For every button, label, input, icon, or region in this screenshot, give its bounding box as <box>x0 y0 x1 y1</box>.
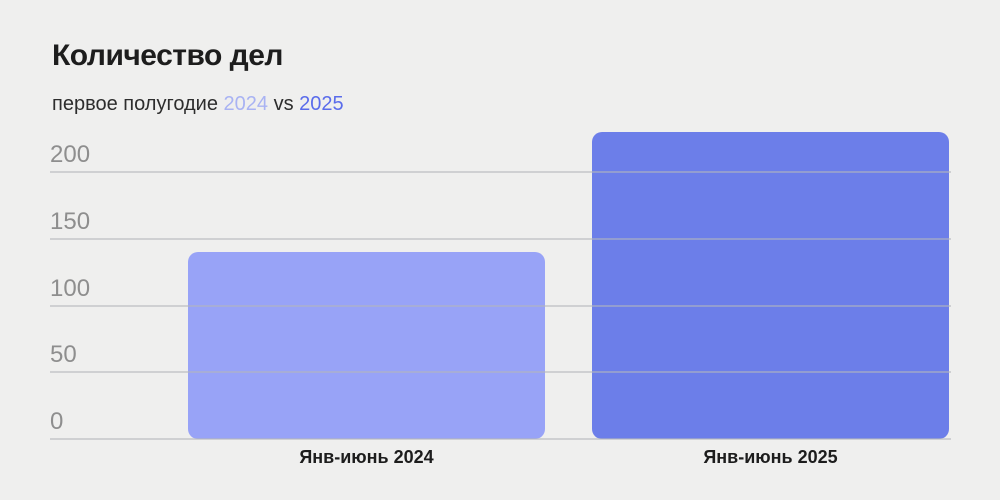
subtitle-year-2024: 2024 <box>223 93 269 115</box>
gridline-100 <box>50 305 951 307</box>
x-tick-label-2025: Янв-июнь 2025 <box>703 447 838 467</box>
gridline-0 <box>50 438 951 440</box>
subtitle-year-2025: 2025 <box>299 93 344 115</box>
subtitle-prefix: первое полугодие <box>52 93 218 115</box>
y-tick-label-0: 0 <box>50 408 64 435</box>
y-tick-label-150: 150 <box>50 208 91 235</box>
chart-subtitle: первое полугодие 2024 vs 2025 <box>52 91 344 117</box>
x-tick-label-2024: Янв-июнь 2024 <box>299 447 434 467</box>
chart-title: Количество дел <box>52 39 283 72</box>
y-tick-label-100: 100 <box>50 275 91 302</box>
subtitle-vs: vs <box>273 93 294 115</box>
y-tick-label-50: 50 <box>50 341 77 368</box>
gridline-50 <box>50 371 951 373</box>
y-tick-label-200: 200 <box>50 141 91 168</box>
gridline-150 <box>50 238 951 240</box>
bar-янв-июнь-2025 <box>592 132 949 439</box>
bar-янв-июнь-2024 <box>188 252 545 439</box>
gridline-200 <box>50 171 951 173</box>
